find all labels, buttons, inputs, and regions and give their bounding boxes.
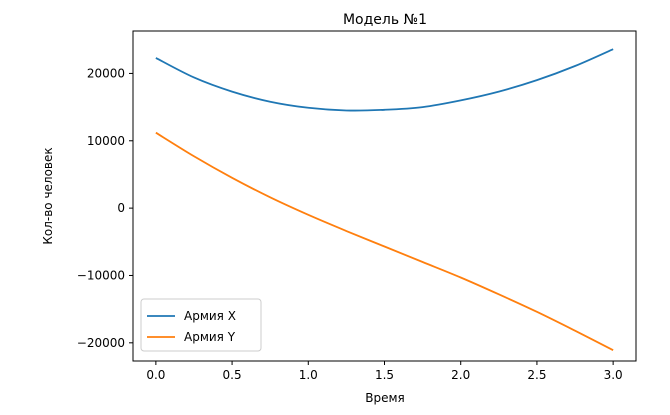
y-tick-label: −10000 (77, 268, 125, 282)
y-tick-label: −20000 (77, 336, 125, 350)
series-line-2 (155, 131, 614, 352)
x-tick-label: 0.0 (146, 368, 165, 382)
y-tick-label: 20000 (87, 66, 125, 80)
x-axis: 0.0 0.5 1.0 1.5 2.0 2.5 3.0 (146, 361, 623, 382)
x-tick-label: 1.5 (375, 368, 394, 382)
legend-label-1: Армия X (184, 309, 236, 323)
y-tick-label: 0 (117, 201, 125, 215)
series-lines (155, 48, 614, 352)
legend: Армия X Армия Y (140, 298, 262, 352)
x-tick-label: 2.5 (527, 368, 546, 382)
y-axis: −20000 −10000 0 10000 20000 (77, 66, 133, 350)
y-axis-label: Кол-во человек (41, 147, 55, 244)
x-tick-label: 1.0 (299, 368, 318, 382)
legend-label-2: Армия Y (184, 330, 236, 344)
chart-title: Модель №1 (343, 12, 427, 28)
x-axis-label: Время (365, 391, 405, 405)
x-tick-label: 0.5 (223, 368, 242, 382)
series-line-1 (155, 48, 614, 112)
legend-box (140, 298, 262, 352)
y-tick-label: 10000 (87, 134, 125, 148)
x-tick-label: 2.0 (451, 368, 470, 382)
x-tick-label: 3.0 (604, 368, 623, 382)
